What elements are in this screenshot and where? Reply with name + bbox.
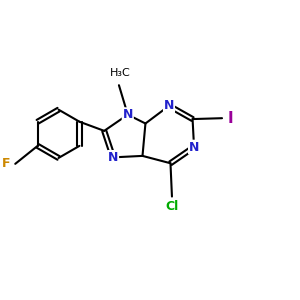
Text: F: F xyxy=(2,157,10,170)
Text: N: N xyxy=(123,108,133,121)
Text: I: I xyxy=(227,111,233,126)
Text: H₃C: H₃C xyxy=(110,68,131,78)
Text: Cl: Cl xyxy=(165,200,178,213)
Text: N: N xyxy=(108,151,118,164)
Text: N: N xyxy=(164,99,174,112)
Text: N: N xyxy=(189,141,199,154)
